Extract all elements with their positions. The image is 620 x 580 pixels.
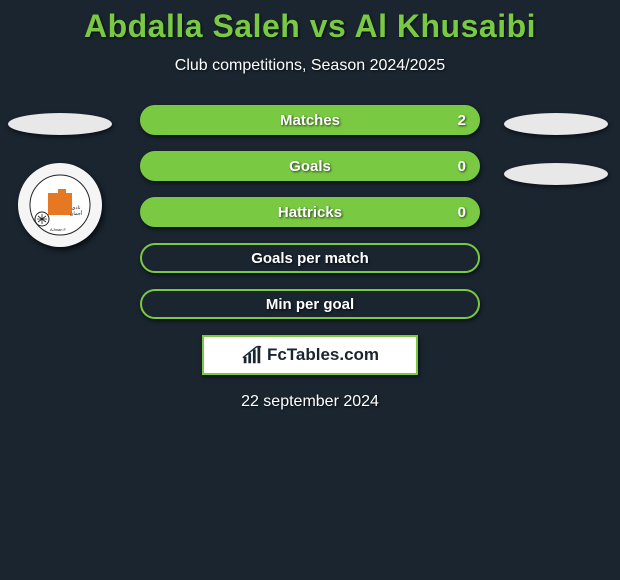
stat-label: Goals per match xyxy=(251,250,369,267)
chart-icon xyxy=(241,344,263,366)
svg-text:AJman F: AJman F xyxy=(50,227,67,232)
club-logo-icon: نادي أجمان AJman F xyxy=(28,173,92,237)
stat-bar-min-per-goal: Min per goal xyxy=(140,289,480,319)
stat-label: Goals xyxy=(289,158,331,175)
season-subtitle: Club competitions, Season 2024/2025 xyxy=(0,57,620,75)
svg-text:أجمان: أجمان xyxy=(70,209,83,217)
stat-bar-goals: Goals 0 xyxy=(140,151,480,181)
comparison-title: Abdalla Saleh vs Al Khusaibi xyxy=(0,0,620,45)
player-placeholder-right-1 xyxy=(504,113,608,135)
stat-label: Matches xyxy=(280,112,340,129)
stat-label: Min per goal xyxy=(266,296,354,313)
player-placeholder-right-2 xyxy=(504,163,608,185)
club-badge: نادي أجمان AJman F xyxy=(18,163,102,247)
player-placeholder-left-1 xyxy=(8,113,112,135)
brand-box[interactable]: FcTables.com xyxy=(202,335,418,375)
stat-bar-matches: Matches 2 xyxy=(140,105,480,135)
content-area: نادي أجمان AJman F Matches 2 Goals 0 Hat… xyxy=(0,105,620,411)
stat-bars-container: Matches 2 Goals 0 Hattricks 0 Goals per … xyxy=(140,105,480,319)
stat-value: 0 xyxy=(458,204,466,221)
stat-value: 0 xyxy=(458,158,466,175)
stat-bar-goals-per-match: Goals per match xyxy=(140,243,480,273)
stat-label: Hattricks xyxy=(278,204,342,221)
brand-text: FcTables.com xyxy=(267,345,379,365)
stat-bar-hattricks: Hattricks 0 xyxy=(140,197,480,227)
stat-value: 2 xyxy=(458,112,466,129)
date-text: 22 september 2024 xyxy=(0,393,620,411)
